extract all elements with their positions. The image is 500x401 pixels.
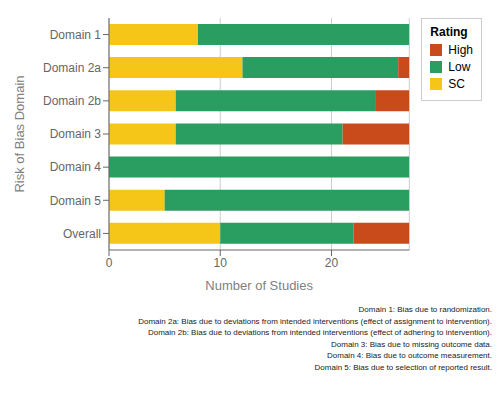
svg-text:Domain 5: Domain 5 xyxy=(50,194,102,208)
svg-text:Domain 1: Domain 1 xyxy=(50,28,102,42)
html-text:Domain 5: Bias due to selectio: Domain 5: Bias due to selection of repor… xyxy=(314,363,492,372)
html-text:Domain 4: Bias due to outcome: Domain 4: Bias due to outcome measuremen… xyxy=(327,351,492,361)
svg-text:Risk of Bias Domain: Risk of Bias Domain xyxy=(12,75,27,192)
html-text:Domain 2b: Bias due to deviati: Domain 2b: Bias due to deviations from i… xyxy=(147,328,492,338)
html-text:SC: SC xyxy=(448,77,465,91)
svg-text:Domain 4: Domain 4 xyxy=(50,160,102,174)
svg-text:20: 20 xyxy=(325,256,339,270)
html-text:Domain 3: Bias due to missing: Domain 3: Bias due to missing outcome da… xyxy=(331,339,492,349)
svg-text:Overall: Overall xyxy=(63,227,101,241)
svg-text:Domain 3: Domain 3 xyxy=(50,127,102,141)
svg-text:Number of Studies: Number of Studies xyxy=(205,278,313,293)
html-text:Domain 1: Bias due to randomiz: Domain 1: Bias due to randomization. xyxy=(358,305,492,314)
svg-text:Domain 2a: Domain 2a xyxy=(43,61,101,75)
html-text:Rating: Rating xyxy=(430,25,468,39)
html-text:Domain 2a: Bias due to deviati: Domain 2a: Bias due to deviations from i… xyxy=(138,316,492,326)
svg-text:0: 0 xyxy=(106,256,113,270)
html-text:Low: Low xyxy=(448,60,471,74)
html-text:High: High xyxy=(448,43,473,57)
svg-text:10: 10 xyxy=(214,256,228,270)
svg-text:Domain 2b: Domain 2b xyxy=(43,94,101,108)
